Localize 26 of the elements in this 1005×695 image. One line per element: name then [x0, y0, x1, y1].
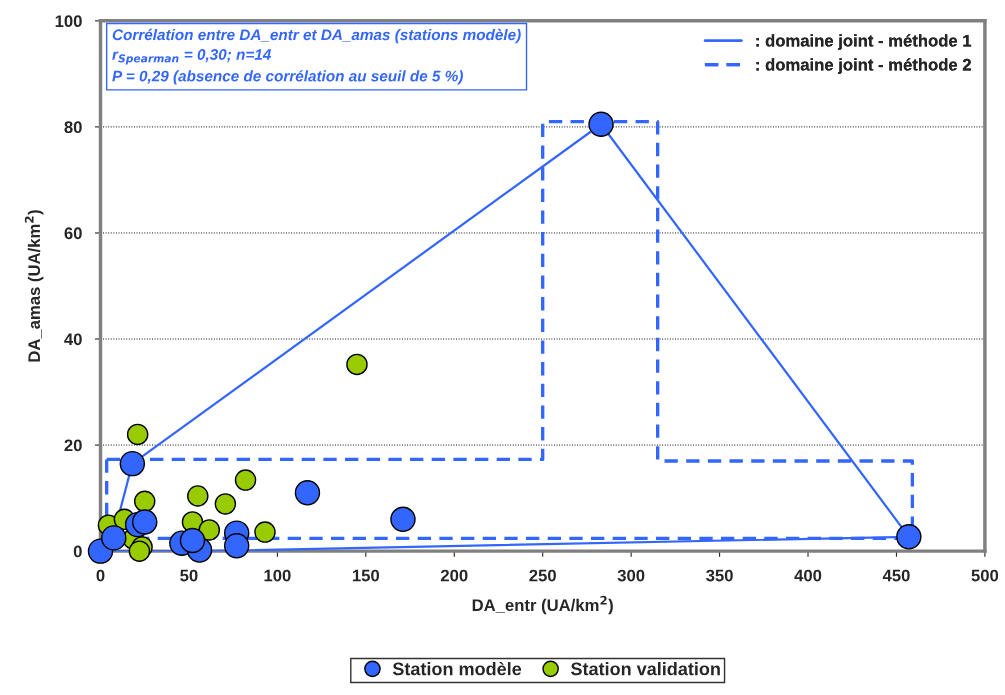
annotation: P = 0,29 (absence de corrélation au seuil de 5 %) [112, 70, 463, 85]
x-tick-label: 100 [264, 569, 291, 582]
x-tick-label: 300 [617, 569, 645, 582]
legend-label: Station validation [571, 662, 720, 676]
x-tick-label: 450 [882, 569, 910, 582]
y-tick-label: 80 [64, 121, 82, 134]
annotation: r$_{Spearman}$ = 0,30; n=14 [112, 49, 272, 65]
x-tick-label: 400 [794, 569, 822, 582]
x-tick-label: 250 [529, 569, 556, 582]
x-tick-label: 150 [352, 569, 380, 582]
x-tick-label: 200 [440, 569, 468, 582]
x-tick-label: 0 [96, 569, 105, 582]
y-tick-label: 0 [73, 545, 82, 558]
y-tick-label: 60 [64, 227, 82, 240]
y-tick-label: 40 [64, 333, 82, 346]
legend-label: : domaine joint - méthode 1 [756, 34, 972, 50]
y-tick-label: 100 [55, 15, 82, 28]
legend-label: : domaine joint - méthode 2 [756, 58, 971, 74]
x-axis-title: DA_entr (UA/km$^{2}$) [472, 595, 613, 615]
legend-label: Station modèle [392, 661, 522, 676]
y-tick-label: 20 [64, 439, 82, 452]
x-tick-label: 500 [971, 569, 999, 582]
annotation: Corrélation entre DA_entr et DA_amas (stations modèle) [112, 28, 521, 44]
x-tick-label: 50 [180, 569, 198, 582]
y-axis-title: DA_amas (UA/km$^{2}$) [24, 210, 44, 362]
x-tick-label: 350 [706, 569, 733, 582]
